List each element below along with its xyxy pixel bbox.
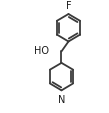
Text: F: F: [66, 1, 72, 11]
Text: N: N: [58, 94, 65, 104]
Text: HO: HO: [34, 46, 49, 56]
